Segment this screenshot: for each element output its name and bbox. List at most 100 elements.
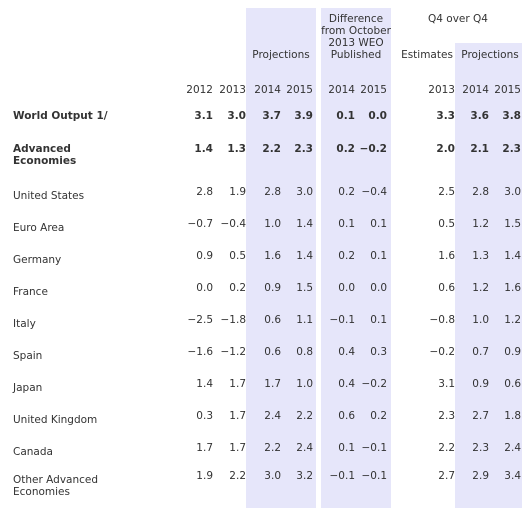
year-header: 2014 xyxy=(254,84,281,96)
cell-value: 0.9 xyxy=(504,346,521,358)
cell-value: 0.4 xyxy=(338,378,355,390)
year-header: 2014 xyxy=(328,84,355,96)
cell-value: 1.4 xyxy=(296,218,313,230)
cell-value: 2.3 xyxy=(502,143,521,155)
cell-value: 3.0 xyxy=(296,186,313,198)
cell-value: 1.2 xyxy=(472,218,489,230)
cell-value: 1.4 xyxy=(504,250,521,262)
cell-value: 0.8 xyxy=(296,346,313,358)
cell-value: 2.4 xyxy=(264,410,281,422)
cell-value: −0.4 xyxy=(361,186,388,198)
cell-value: 1.5 xyxy=(504,218,521,230)
cell-value: 3.0 xyxy=(264,470,281,482)
cell-value: 1.1 xyxy=(296,314,313,326)
cell-value: 0.1 xyxy=(370,250,387,262)
cell-value: 2.2 xyxy=(438,442,455,454)
cell-value: 1.4 xyxy=(296,250,313,262)
cell-value: 2.3 xyxy=(438,410,455,422)
cell-value: 1.6 xyxy=(438,250,455,262)
row-label: Other Advanced Economies xyxy=(13,474,99,498)
cell-value: −0.2 xyxy=(361,378,388,390)
cell-value: 1.6 xyxy=(264,250,281,262)
cell-value: 2.8 xyxy=(196,186,213,198)
row-label: Advanced Economies xyxy=(13,143,77,167)
cell-value: 1.7 xyxy=(229,378,246,390)
cell-value: 2.2 xyxy=(262,143,281,155)
cell-value: 1.4 xyxy=(196,378,213,390)
cell-value: 2.8 xyxy=(264,186,281,198)
cell-value: 3.1 xyxy=(438,378,455,390)
year-header: 2012 xyxy=(186,84,213,96)
cell-value: 1.7 xyxy=(264,378,281,390)
cell-value: 0.5 xyxy=(229,250,246,262)
cell-value: 0.9 xyxy=(472,378,489,390)
row-label: Japan xyxy=(13,382,43,394)
cell-value: 2.5 xyxy=(438,186,455,198)
cell-value: 2.2 xyxy=(229,470,246,482)
cell-value: 0.0 xyxy=(370,282,387,294)
cell-value: −0.1 xyxy=(361,470,388,482)
cell-value: 2.1 xyxy=(470,143,489,155)
cell-value: 1.6 xyxy=(504,282,521,294)
cell-value: 2.2 xyxy=(296,410,313,422)
cell-value: 1.0 xyxy=(472,314,489,326)
cell-value: −0.4 xyxy=(220,218,247,230)
cell-value: 1.2 xyxy=(472,282,489,294)
header-q4-projections: Projections xyxy=(461,49,519,61)
row-label: Canada xyxy=(13,446,53,458)
difference-band xyxy=(321,8,391,508)
cell-value: 3.9 xyxy=(294,110,313,122)
cell-value: 0.0 xyxy=(196,282,213,294)
cell-value: 1.7 xyxy=(196,442,213,454)
cell-value: 2.7 xyxy=(472,410,489,422)
header-q4: Q4 over Q4 xyxy=(428,13,488,25)
cell-value: 2.4 xyxy=(296,442,313,454)
row-label: Italy xyxy=(13,318,36,330)
cell-value: 0.7 xyxy=(472,346,489,358)
cell-value: 0.4 xyxy=(338,346,355,358)
cell-value: 3.8 xyxy=(502,110,521,122)
q4-projections-band xyxy=(455,43,522,508)
year-header: 2013 xyxy=(219,84,246,96)
cell-value: 3.0 xyxy=(227,110,246,122)
cell-value: −0.2 xyxy=(359,143,387,155)
cell-value: −0.2 xyxy=(429,346,456,358)
cell-value: −0.1 xyxy=(361,442,388,454)
cell-value: 0.1 xyxy=(338,218,355,230)
cell-value: 0.2 xyxy=(338,186,355,198)
cell-value: 0.1 xyxy=(336,110,355,122)
cell-value: 0.6 xyxy=(264,346,281,358)
row-label: Euro Area xyxy=(13,222,65,234)
cell-value: 0.1 xyxy=(370,218,387,230)
cell-value: 0.1 xyxy=(338,442,355,454)
cell-value: −1.8 xyxy=(220,314,247,326)
cell-value: −2.5 xyxy=(187,314,214,326)
cell-value: 0.2 xyxy=(370,410,387,422)
cell-value: −0.7 xyxy=(187,218,214,230)
row-label: France xyxy=(13,286,48,298)
cell-value: 3.0 xyxy=(504,186,521,198)
cell-value: 0.0 xyxy=(368,110,387,122)
row-label: United Kingdom xyxy=(13,414,98,426)
cell-value: −0.8 xyxy=(429,314,456,326)
cell-value: −1.2 xyxy=(220,346,247,358)
cell-value: 1.3 xyxy=(472,250,489,262)
cell-value: 2.7 xyxy=(438,470,455,482)
cell-value: 0.5 xyxy=(438,218,455,230)
year-header: 2015 xyxy=(360,84,387,96)
cell-value: 3.6 xyxy=(470,110,489,122)
cell-value: −0.1 xyxy=(329,470,356,482)
cell-value: 0.2 xyxy=(338,250,355,262)
cell-value: 2.8 xyxy=(472,186,489,198)
cell-value: 1.4 xyxy=(194,143,213,155)
cell-value: 1.7 xyxy=(229,442,246,454)
cell-value: 0.3 xyxy=(196,410,213,422)
year-header: 2014 xyxy=(462,84,489,96)
cell-value: −0.1 xyxy=(329,314,356,326)
cell-value: 3.3 xyxy=(436,110,455,122)
cell-value: 0.0 xyxy=(338,282,355,294)
year-header: 2013 xyxy=(428,84,455,96)
cell-value: 0.3 xyxy=(370,346,387,358)
cell-value: 3.2 xyxy=(296,470,313,482)
